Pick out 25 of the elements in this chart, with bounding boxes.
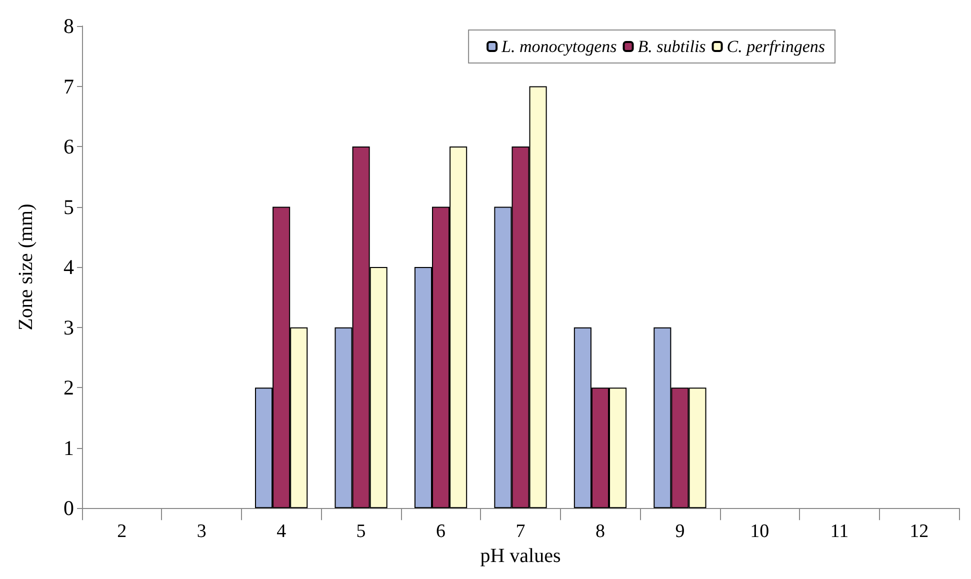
y-tick-label: 7 <box>64 74 74 98</box>
legend-label: C. perfringens <box>726 37 826 56</box>
y-tick-label: 4 <box>64 255 74 280</box>
x-tick-label: 6 <box>436 521 446 542</box>
y-tick-label: 8 <box>64 14 74 38</box>
x-tick-label: 2 <box>117 521 127 542</box>
legend-label: B. subtilis <box>638 37 706 56</box>
y-tick-label: 6 <box>64 134 74 159</box>
x-tick-label: 10 <box>750 521 770 542</box>
y-tick-label: 5 <box>64 194 74 219</box>
x-tick-label: 12 <box>910 521 929 542</box>
x-tick-label: 8 <box>595 521 605 542</box>
x-tick-label: 7 <box>516 521 526 542</box>
legend-label: L. monocytogens <box>500 37 618 56</box>
x-tick-label: 5 <box>356 521 366 542</box>
x-tick-label: 9 <box>675 521 685 542</box>
y-tick-label: 0 <box>64 496 74 520</box>
y-axis-title: Zone size (mm) <box>15 204 37 330</box>
x-tick-label: 3 <box>196 521 206 542</box>
y-tick-label: 1 <box>64 436 74 460</box>
x-tick-label: 11 <box>830 521 849 542</box>
y-tick-label: 2 <box>64 376 74 400</box>
x-axis-title: pH values <box>480 545 561 567</box>
x-tick-label: 4 <box>276 521 287 542</box>
y-tick-label: 3 <box>64 315 74 340</box>
